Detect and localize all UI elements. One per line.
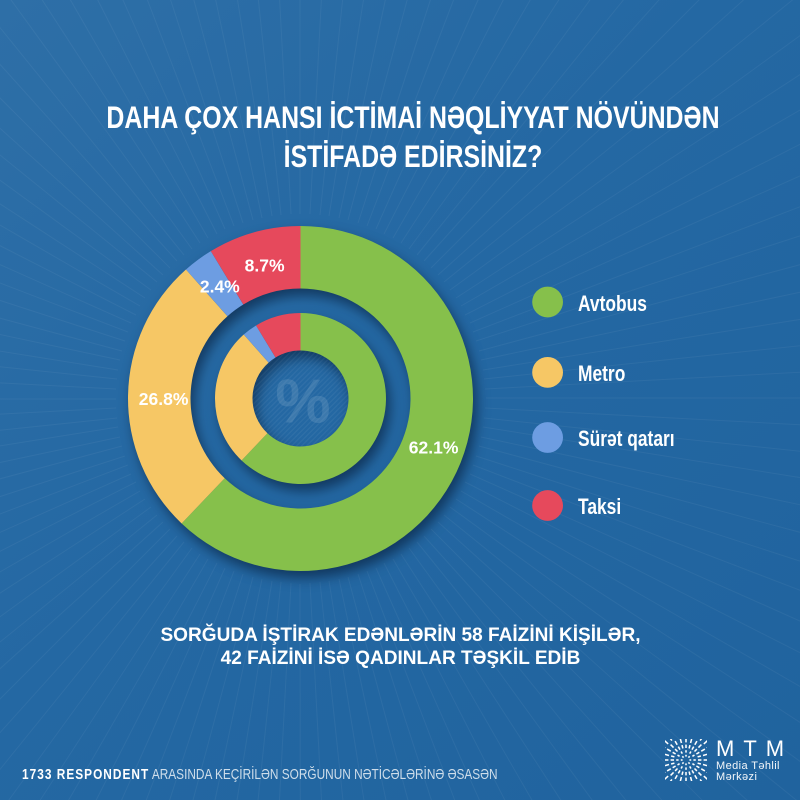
svg-text:%: %	[275, 368, 330, 437]
svg-text:8.7%: 8.7%	[245, 256, 285, 276]
svg-text:2.4%: 2.4%	[200, 277, 240, 297]
svg-text:26.8%: 26.8%	[139, 389, 189, 409]
svg-text:62.1%: 62.1%	[409, 438, 459, 458]
